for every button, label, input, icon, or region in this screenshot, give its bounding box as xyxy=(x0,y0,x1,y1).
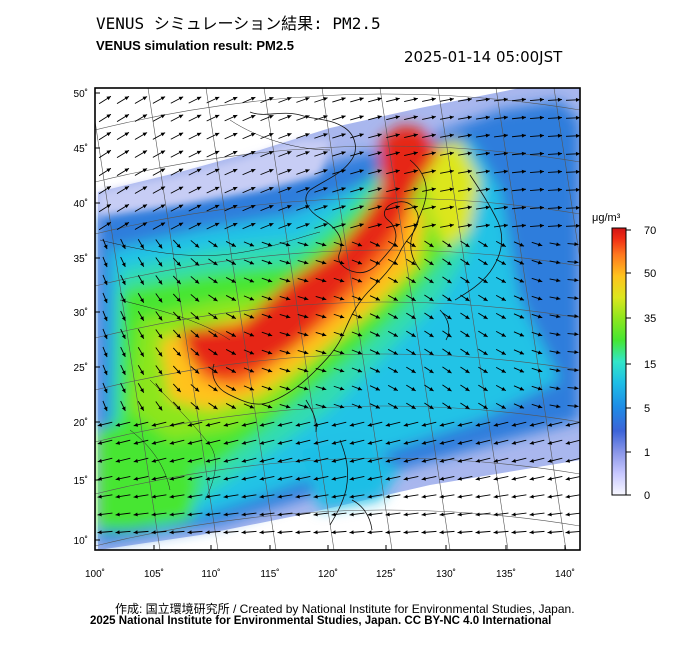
latitude-tick-label: 35˚ xyxy=(74,253,88,265)
coastlines xyxy=(212,111,503,531)
latitude-tick-label: 10˚ xyxy=(74,535,88,547)
colorbar-tick-label: 15 xyxy=(644,359,656,371)
colorbar-tick-label: 50 xyxy=(644,268,656,280)
colorbar: μg/m³ 70 50 35 15 5 1 0 xyxy=(592,212,656,502)
longitude-tick-label: 135˚ xyxy=(496,568,516,580)
credit-line: 作成: 国立環境研究所 / Created by National Instit… xyxy=(115,602,575,616)
copyright-line: 2025 National Institute for Environmenta… xyxy=(90,615,552,627)
latitude-tick-label: 45˚ xyxy=(74,143,88,155)
longitude-tick-label: 115˚ xyxy=(260,568,279,580)
longitude-axis: 100˚ 105˚ 110˚ 115˚ 120˚ 125˚ 130˚ 135˚ 140˚ xyxy=(85,545,575,580)
longitude-tick-label: 140˚ xyxy=(555,568,575,580)
latitude-tick-label: 50˚ xyxy=(74,88,88,100)
longitude-tick-label: 120˚ xyxy=(318,568,338,580)
map-title-english: VENUS simulation result: PM2.5 xyxy=(96,38,294,53)
colorbar-scale xyxy=(611,227,627,496)
map-frame xyxy=(94,87,581,551)
forecast-timestamp: 2025-01-14 05:00JST xyxy=(404,48,563,66)
country-borders xyxy=(99,119,331,501)
colorbar-tick-label: 5 xyxy=(644,403,650,415)
latitude-tick-label: 30˚ xyxy=(74,307,88,319)
wind-vector-arrows xyxy=(97,95,580,535)
latitude-tick-label: 25˚ xyxy=(74,362,88,374)
longitude-tick-label: 105˚ xyxy=(144,568,164,580)
colorbar-tick-label: 70 xyxy=(644,225,656,237)
longitude-tick-label: 100˚ xyxy=(85,568,105,580)
latitude-axis: 50˚ 45˚ 40˚ 35˚ 30˚ 25˚ 20˚ 15˚ 10˚ xyxy=(74,88,100,547)
latitude-tick-label: 15˚ xyxy=(74,475,88,487)
colorbar-tick-label: 35 xyxy=(644,313,656,325)
latitude-tick-label: 40˚ xyxy=(74,198,88,210)
map-title-japanese: VENUS シミュレーション結果: PM2.5 xyxy=(96,14,381,33)
longitude-tick-label: 125˚ xyxy=(376,568,396,580)
graticule xyxy=(95,88,580,550)
colorbar-tick-label: 0 xyxy=(644,490,650,502)
longitude-tick-label: 110˚ xyxy=(201,568,220,580)
colorbar-unit: μg/m³ xyxy=(592,212,621,224)
longitude-tick-label: 130˚ xyxy=(436,568,456,580)
latitude-tick-label: 20˚ xyxy=(74,417,88,429)
colorbar-tick-label: 1 xyxy=(644,447,650,459)
